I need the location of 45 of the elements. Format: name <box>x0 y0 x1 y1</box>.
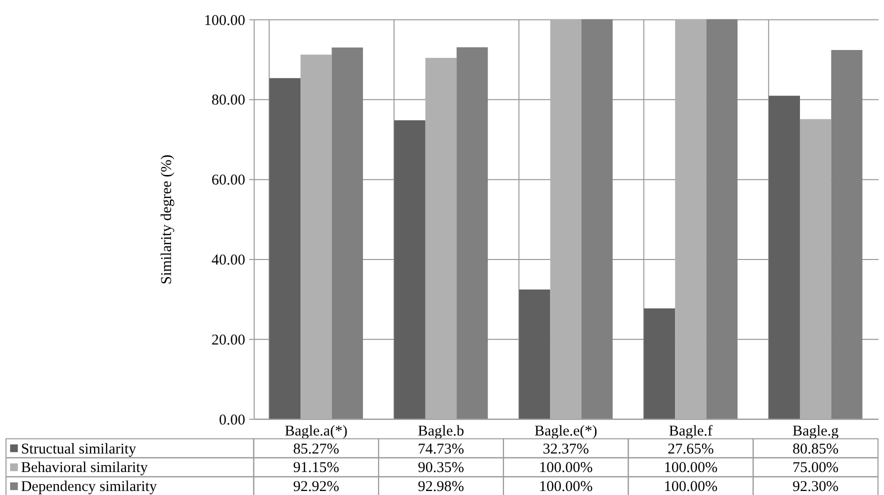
y-tick-label: 20.00 <box>212 332 246 348</box>
data-label: 91.15% <box>293 460 340 476</box>
bar <box>456 47 488 419</box>
bar <box>675 19 706 419</box>
bar <box>581 19 613 419</box>
x-tick-label: Bagle.f <box>668 423 713 440</box>
data-label: 74.73% <box>418 441 464 458</box>
y-tick-label: 80.00 <box>212 92 246 109</box>
x-tick-label: Bagle.e(*) <box>534 423 598 440</box>
bar <box>269 78 301 419</box>
legend-label: Behavioral similarity <box>20 460 148 476</box>
bar <box>768 96 800 419</box>
data-label: 90.35% <box>418 460 464 476</box>
data-label: 80.85% <box>792 441 839 458</box>
data-label: 92.98% <box>418 479 464 495</box>
data-label: 100.00% <box>664 460 718 476</box>
data-label: 75.00% <box>792 460 839 476</box>
bar <box>800 119 832 419</box>
data-label: 85.27% <box>293 441 340 458</box>
bar <box>332 48 363 419</box>
data-label: 92.92% <box>293 479 340 495</box>
y-tick-label: 100.00 <box>204 12 246 29</box>
legend-label: Structual similarity <box>20 441 137 458</box>
legend-label: Dependency similarity <box>20 479 158 495</box>
x-tick-label: Bagle.g <box>792 423 840 440</box>
data-label: 27.65% <box>668 441 714 458</box>
bar <box>831 50 862 419</box>
bar <box>394 120 426 419</box>
bar <box>425 58 457 419</box>
data-label: 100.00% <box>664 479 718 495</box>
bar <box>706 19 738 419</box>
bar <box>519 289 550 419</box>
x-tick-label: Bagle.b <box>418 423 464 440</box>
y-axis-title: Similarity degree (%) <box>159 154 176 284</box>
y-tick-label: 0.00 <box>219 412 246 428</box>
data-label: 100.00% <box>539 460 593 476</box>
data-label: 100.00% <box>539 479 593 495</box>
data-label: 92.30% <box>792 479 839 495</box>
bar <box>644 308 676 419</box>
y-tick-label: 40.00 <box>212 252 246 268</box>
x-tick-label: Bagle.a(*) <box>284 423 348 440</box>
data-label: 32.37% <box>542 441 589 458</box>
y-tick-label: 60.00 <box>212 172 246 189</box>
bar <box>300 54 332 419</box>
bar <box>550 19 582 419</box>
